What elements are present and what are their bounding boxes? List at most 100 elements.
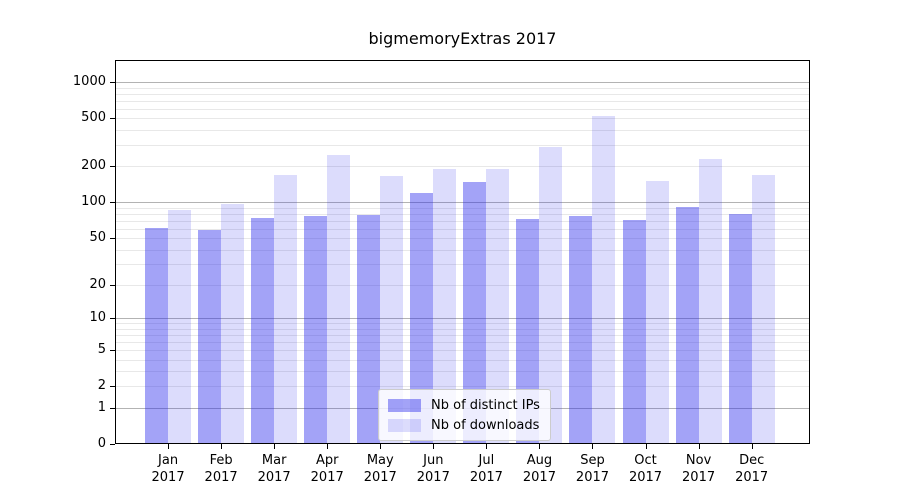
bar-downloads [327, 154, 351, 443]
x-axis-tick [752, 444, 753, 449]
y-minor-gridline [116, 250, 809, 251]
bar-distinct-ips [516, 219, 540, 443]
y-axis-tick [110, 318, 115, 319]
y-minor-gridline [116, 88, 809, 89]
y-minor-gridline [116, 145, 809, 146]
y-minor-gridline [116, 371, 809, 372]
bar-distinct-ips [410, 192, 434, 443]
x-axis-tick [646, 444, 647, 449]
x-axis-tick [380, 444, 381, 449]
y-axis-tick [110, 82, 115, 83]
y-axis-tick-label: 50 [89, 230, 106, 246]
y-axis-tick [110, 408, 115, 409]
y-minor-gridline [116, 214, 809, 215]
legend-swatch-downloads [388, 418, 421, 432]
y-axis-tick-label: 200 [81, 158, 106, 174]
y-minor-gridline [116, 229, 809, 230]
legend-item-distinct-ips: Nb of distinct IPs [388, 395, 540, 415]
bar-distinct-ips [251, 217, 275, 443]
y-minor-gridline [116, 285, 809, 286]
y-axis-tick [110, 118, 115, 119]
x-axis-tick [221, 444, 222, 449]
x-axis-tick [486, 444, 487, 449]
legend-label-distinct-ips: Nb of distinct IPs [431, 397, 540, 413]
legend-label-downloads: Nb of downloads [431, 417, 540, 433]
bar-downloads [433, 169, 457, 443]
y-minor-gridline [116, 264, 809, 265]
bar-distinct-ips [463, 181, 487, 443]
x-axis-tick [274, 444, 275, 449]
bar-distinct-ips [145, 227, 169, 443]
x-axis-tick-label: May 2017 [363, 453, 397, 485]
y-axis-tick [110, 238, 115, 239]
plot-area [115, 60, 810, 444]
y-axis-tick-label: 20 [89, 276, 106, 292]
x-axis-tick-label: Nov 2017 [682, 453, 716, 485]
y-minor-gridline [116, 109, 809, 110]
y-axis-tick [110, 202, 115, 203]
x-axis-tick [433, 444, 434, 449]
x-axis-tick-label: Apr 2017 [310, 453, 344, 485]
bar-downloads [645, 180, 669, 443]
x-axis-tick-label: Jun 2017 [416, 453, 450, 485]
y-axis-tick [110, 386, 115, 387]
x-axis-tick-label: Dec 2017 [735, 453, 769, 485]
y-minor-gridline [116, 118, 809, 119]
bar-distinct-ips [304, 215, 328, 443]
bar-downloads [539, 146, 563, 443]
bar-distinct-ips [357, 215, 381, 443]
y-major-gridline [116, 202, 809, 203]
x-axis-tick-label: Feb 2017 [204, 453, 238, 485]
bar-downloads [592, 115, 616, 443]
y-axis-tick [110, 444, 115, 445]
y-axis-tick-label: 100 [81, 194, 106, 210]
bar-downloads [380, 175, 404, 443]
y-minor-gridline [116, 101, 809, 102]
x-axis-tick-label: Aug 2017 [522, 453, 556, 485]
x-axis-tick [539, 444, 540, 449]
y-minor-gridline [116, 323, 809, 324]
bar-downloads [168, 210, 192, 443]
x-axis-tick [327, 444, 328, 449]
x-axis-tick-label: Jul 2017 [469, 453, 503, 485]
bar-distinct-ips [675, 206, 699, 443]
y-minor-gridline [116, 335, 809, 336]
y-axis-tick-label: 10 [89, 310, 106, 326]
y-minor-gridline [116, 130, 809, 131]
y-minor-gridline [116, 342, 809, 343]
x-axis-tick [168, 444, 169, 449]
y-minor-gridline [116, 221, 809, 222]
bar-distinct-ips [569, 216, 593, 443]
y-minor-gridline [116, 360, 809, 361]
bar-downloads [698, 159, 722, 443]
y-axis-tick-label: 1 [97, 399, 106, 415]
y-axis-tick-label: 0 [97, 436, 106, 451]
x-axis-tick [592, 444, 593, 449]
chart-title: bigmemoryExtras 2017 [368, 29, 557, 48]
y-minor-gridline [116, 166, 809, 167]
x-axis-tick [699, 444, 700, 449]
y-axis-tick-label: 1000 [72, 74, 106, 90]
bar-downloads [486, 169, 510, 443]
legend: Nb of distinct IPs Nb of downloads [378, 389, 551, 441]
y-minor-gridline [116, 208, 809, 209]
x-axis-tick-label: Sep 2017 [575, 453, 610, 485]
y-axis-tick [110, 350, 115, 351]
y-major-gridline [116, 82, 809, 83]
y-minor-gridline [116, 386, 809, 387]
bar-downloads [221, 204, 245, 443]
x-axis-tick-label: Mar 2017 [257, 453, 291, 485]
bar-distinct-ips [728, 213, 752, 443]
x-axis-tick-label: Oct 2017 [628, 453, 663, 485]
legend-item-downloads: Nb of downloads [388, 415, 540, 435]
x-axis-tick-label: Jan 2017 [151, 453, 185, 485]
bar-downloads [274, 175, 298, 443]
y-axis-tick-label: 5 [97, 342, 106, 358]
y-axis-tick-label: 500 [81, 110, 106, 126]
y-minor-gridline [116, 238, 809, 239]
y-axis-tick-label: 2 [97, 378, 106, 394]
bar-distinct-ips [622, 220, 646, 443]
y-major-gridline [116, 318, 809, 319]
bar-downloads [751, 174, 775, 443]
